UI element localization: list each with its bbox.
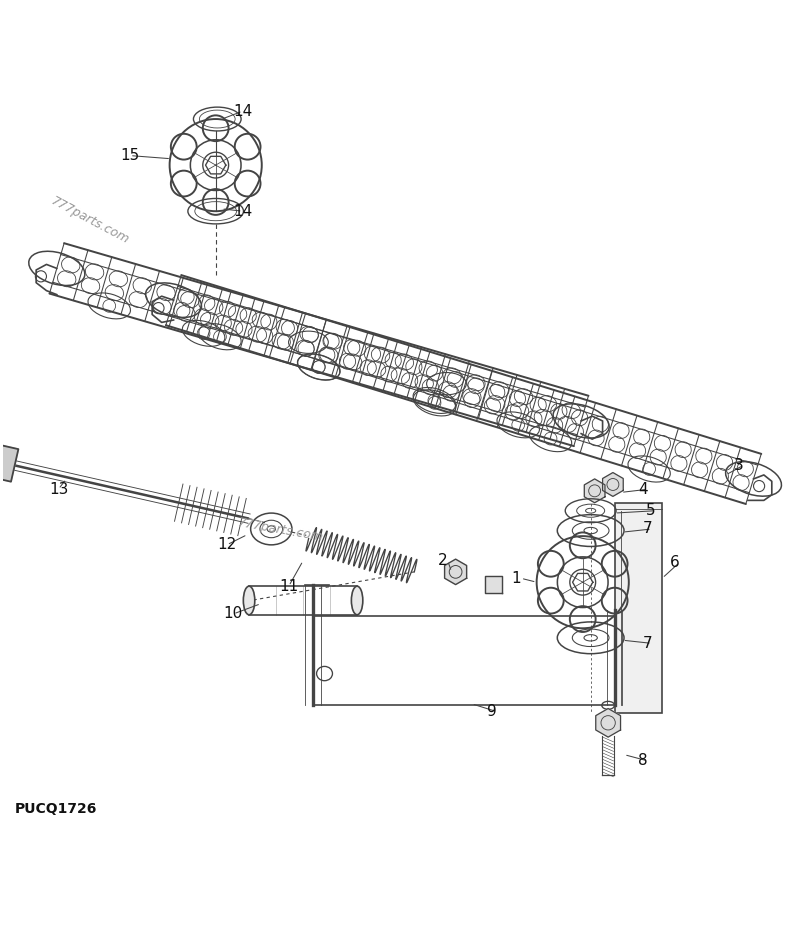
Text: 2: 2: [438, 553, 448, 568]
Text: 6: 6: [670, 555, 680, 570]
Text: 9: 9: [487, 704, 497, 719]
Bar: [249, 587, 357, 615]
Text: PUCQ1726: PUCQ1726: [14, 801, 97, 815]
Bar: [614, 502, 662, 714]
Text: 4: 4: [638, 482, 648, 497]
Text: 11: 11: [279, 579, 298, 594]
Text: 15: 15: [120, 149, 140, 163]
Polygon shape: [602, 473, 623, 496]
Ellipse shape: [351, 587, 363, 615]
Text: 14: 14: [233, 204, 253, 219]
Polygon shape: [596, 709, 621, 737]
Text: 10: 10: [224, 606, 243, 621]
Ellipse shape: [243, 587, 254, 615]
Text: 3: 3: [734, 458, 743, 473]
Text: 12: 12: [218, 537, 237, 552]
Text: 8: 8: [638, 754, 648, 769]
Polygon shape: [445, 559, 466, 585]
Text: 777parts.com: 777parts.com: [237, 517, 325, 545]
Text: 777parts.com: 777parts.com: [49, 194, 131, 247]
Text: 13: 13: [49, 482, 68, 497]
Polygon shape: [584, 479, 605, 502]
Text: 7: 7: [642, 636, 652, 651]
Text: 7: 7: [642, 521, 652, 536]
Text: 1: 1: [511, 571, 521, 586]
Text: 14: 14: [233, 104, 253, 119]
Text: 5: 5: [646, 503, 656, 518]
Polygon shape: [486, 576, 502, 593]
Polygon shape: [0, 444, 18, 482]
